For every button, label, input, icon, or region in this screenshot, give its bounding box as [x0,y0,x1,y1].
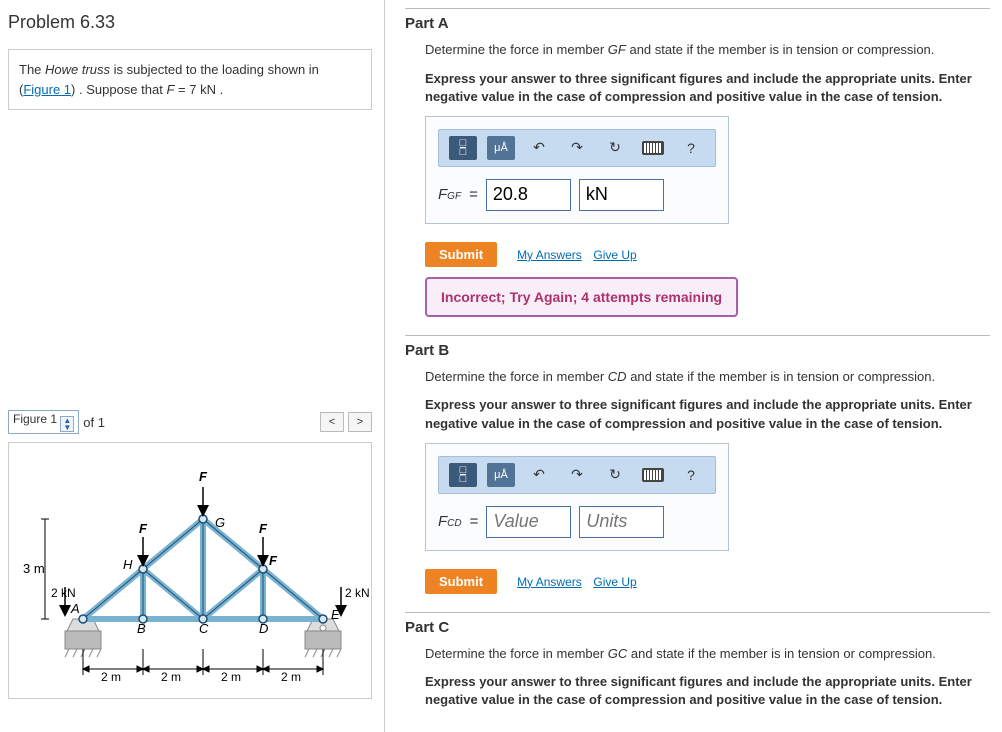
problem-eq: = 7 [174,82,200,97]
svg-text:E: E [331,607,340,622]
problem-statement: The Howe truss is subjected to the loadi… [8,49,372,110]
part-b-my-answers-link[interactable]: My Answers [517,575,582,589]
problem-unit: kN [200,82,216,97]
truss-diagram: 3 m 2 m 2 m 2 m 2 m F F F F [15,449,375,689]
part-a-value-input[interactable] [486,179,571,211]
undo-icon[interactable]: ↶ [525,136,553,160]
part-b-give-up-link[interactable]: Give Up [593,575,636,589]
answer-toolbar: □□ μÅ ↶ ↷ ↻ ? [438,456,716,494]
part-a-prompt-pre: Determine the force in member [425,42,608,57]
answer-toolbar: □□ μÅ ↶ ↷ ↻ ? [438,129,716,167]
part-a-instructions: Express your answer to three significant… [425,70,990,106]
svg-text:F: F [139,521,148,536]
reset-icon[interactable]: ↻ [601,463,629,487]
equals-sign: = [469,186,478,203]
figure-prev-button[interactable]: < [320,412,344,432]
part-b-prompt-pre: Determine the force in member [425,369,608,384]
svg-text:2 m: 2 m [221,670,241,684]
part-b-unit-input[interactable] [579,506,664,538]
svg-text:F: F [199,469,208,484]
keyboard-icon[interactable] [639,463,667,487]
problem-title: Problem 6.33 [8,8,372,37]
keyboard-icon[interactable] [639,136,667,160]
equals-sign: = [470,513,479,530]
part-c-title: Part C [405,619,990,636]
part-a-my-answers-link[interactable]: My Answers [517,248,582,262]
part-c-prompt-post: and state if the member is in tension or… [627,646,936,661]
part-a-feedback: Incorrect; Try Again; 4 attempts remaini… [425,277,738,317]
svg-text:F: F [269,553,278,568]
part-b-title: Part B [405,342,990,359]
undo-icon[interactable]: ↶ [525,463,553,487]
problem-text-italic: Howe truss [45,62,110,77]
help-icon[interactable]: ? [677,136,705,160]
part-a-answer-box: □□ μÅ ↶ ↷ ↻ ? FGF = [425,116,729,224]
figure-link[interactable]: Figure 1 [23,82,71,97]
part-b-answer-box: □□ μÅ ↶ ↷ ↻ ? FCD = [425,443,729,551]
problem-text-post: ) . Suppose that [71,82,166,97]
figure-count: of 1 [83,415,105,430]
svg-text:2 kN: 2 kN [345,586,370,600]
part-b-var-label: FCD [438,513,462,530]
redo-icon[interactable]: ↷ [563,136,591,160]
figure-next-button[interactable]: > [348,412,372,432]
svg-text:D: D [259,621,268,636]
part-b-instructions: Express your answer to three significant… [425,396,990,432]
part-a-unit-input[interactable] [579,179,664,211]
svg-text:2 m: 2 m [101,670,121,684]
svg-text:2 kN: 2 kN [51,586,76,600]
part-a-var-label: FGF [438,186,461,203]
figure-select-label: Figure 1 [13,412,57,426]
svg-text:F: F [259,521,268,536]
part-b-member: CD [608,369,627,384]
units-tool-button[interactable]: μÅ [487,136,515,160]
units-tool-button[interactable]: μÅ [487,463,515,487]
svg-text:C: C [199,621,209,636]
svg-text:G: G [215,515,225,530]
fraction-tool-icon[interactable]: □□ [449,136,477,160]
part-b-prompt-post: and state if the member is in tension or… [627,369,936,384]
svg-text:A: A [70,601,80,616]
svg-text:2 m: 2 m [281,670,301,684]
part-a-member: GF [608,42,626,57]
figure-spinner-icon[interactable]: ▲▼ [60,416,74,432]
part-b-submit-button[interactable]: Submit [425,569,497,594]
part-a-prompt-post: and state if the member is in tension or… [626,42,935,57]
problem-text-pre: The [19,62,45,77]
help-icon[interactable]: ? [677,463,705,487]
reset-icon[interactable]: ↻ [601,136,629,160]
part-c-member: GC [608,646,628,661]
part-a-submit-button[interactable]: Submit [425,242,497,267]
part-c-prompt-pre: Determine the force in member [425,646,608,661]
svg-text:2 m: 2 m [161,670,181,684]
figure-select[interactable]: Figure 1 ▲▼ [8,410,79,434]
problem-end: . [216,82,223,97]
svg-text:H: H [123,557,133,572]
part-a-title: Part A [405,15,990,32]
redo-icon[interactable]: ↷ [563,463,591,487]
fraction-tool-icon[interactable]: □□ [449,463,477,487]
figure-container: 3 m 2 m 2 m 2 m 2 m F F F F [8,442,372,699]
part-b-value-input[interactable] [486,506,571,538]
svg-text:B: B [137,621,146,636]
part-a-give-up-link[interactable]: Give Up [593,248,636,262]
svg-text:3 m: 3 m [23,561,45,576]
part-c-instructions: Express your answer to three significant… [425,673,990,709]
